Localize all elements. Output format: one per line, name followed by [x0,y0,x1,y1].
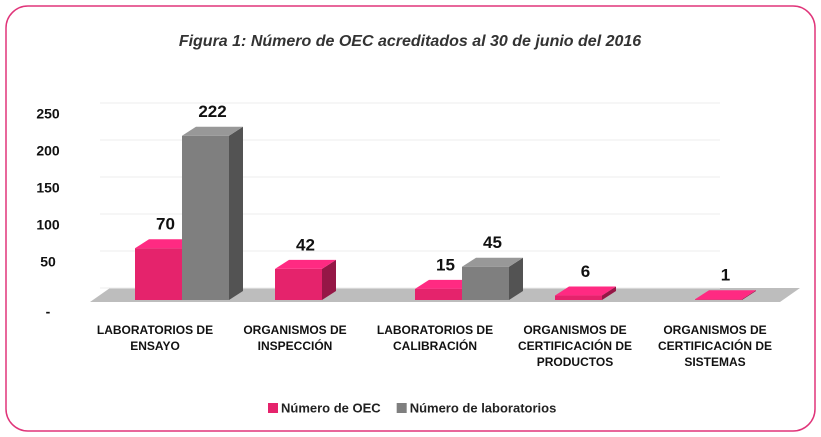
chart-title: Figura 1: Número de OEC acreditados al 3… [179,33,641,50]
bar-top [275,259,336,269]
bar-front [135,248,182,300]
y-tick-label: 100 [36,217,60,233]
x-tick-label: ORGANISMOS DE INSPECCIÓN [243,323,347,353]
y-tick-label: 150 [36,180,60,196]
bar-top [462,257,523,267]
frame [5,5,816,432]
bar-top [695,290,756,300]
x-tick-label: ORGANISMOS DE CERTIFICACIÓN DE PRODUCTOS [518,323,632,369]
bar-side [322,259,336,300]
bar-side [509,257,523,300]
bar-side [742,290,756,300]
data-label: 70 [156,215,175,234]
y-tick-label: 250 [36,106,60,122]
x-tick-label: LABORATORIOS DE CALIBRACIÓN [376,323,494,353]
bar [182,126,243,300]
y-tick-label: - [46,304,51,320]
bar-side [229,126,243,300]
bar-front [555,295,602,300]
data-label: 42 [296,235,315,254]
bar-top [555,286,616,296]
legend-label: Número de laboratorios [410,400,557,415]
data-label: 6 [581,262,590,281]
bar-top [415,279,476,289]
bar-top [135,239,196,249]
x-tick-label: LABORATORIOS DE ENSAYO [96,323,214,353]
bar-top [182,126,243,136]
bar-side [602,286,616,300]
bar-front [695,299,742,300]
legend-label: Número de OEC [281,400,381,415]
y-tick-label: 50 [40,254,56,270]
data-label: 222 [198,102,226,121]
bar-front [182,135,229,300]
bar [275,259,336,300]
bar [462,257,523,300]
y-tick-label: 200 [36,143,60,159]
bar-front [462,266,509,300]
bar [695,290,756,300]
data-label: 1 [721,266,730,285]
data-label: 15 [436,255,455,274]
bar-front [415,288,462,300]
bar-front [275,268,322,300]
bar [555,286,616,300]
legend-swatch [268,403,278,413]
legend-swatch [396,403,407,413]
data-label: 45 [483,233,502,252]
x-tick-label: ORGANISMOS DE CERTIFICACIÓN DE SISTEMAS [658,323,772,369]
